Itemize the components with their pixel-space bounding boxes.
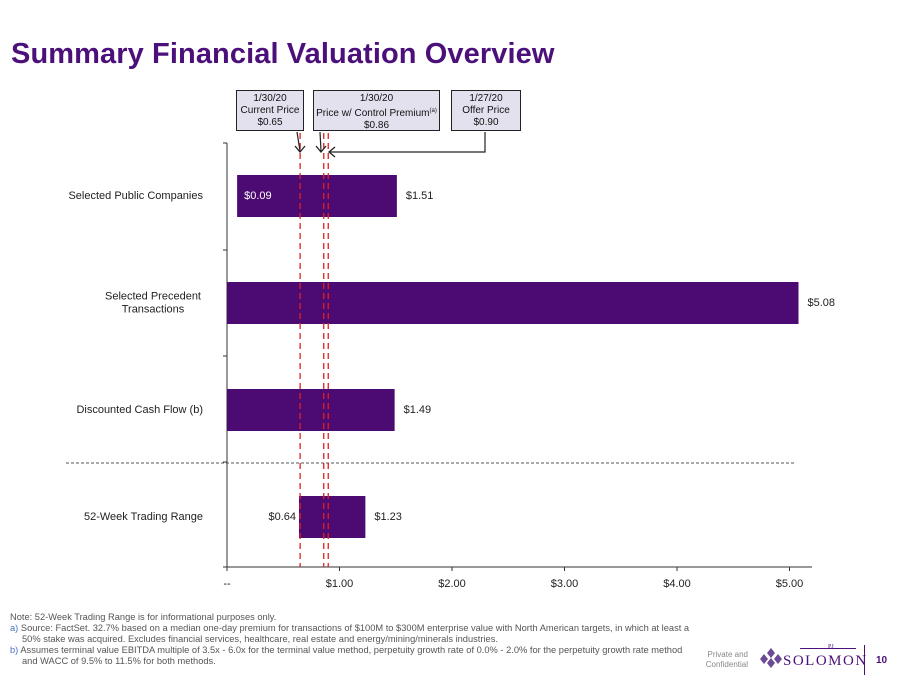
offer-price-arrow — [329, 132, 486, 153]
callout-offer-price: 1/27/20 Offer Price $0.90 — [451, 90, 521, 131]
category-label: Transactions — [122, 303, 185, 315]
bar-low-label: $0.09 — [244, 190, 272, 202]
logo-mark-icon — [760, 648, 782, 668]
control-premium-arrowhead — [315, 145, 327, 154]
callout-label: Price w/ Control Premium(a) — [316, 108, 437, 119]
bar-high-label: $1.23 — [374, 511, 402, 523]
category-label: 52-Week Trading Range — [84, 511, 203, 523]
footnote-a: a) Source: FactSet. 32.7% based on a med… — [10, 623, 700, 645]
offer-price-arrowhead — [327, 146, 336, 158]
range-bar — [237, 175, 397, 217]
callout-label: Offer Price — [462, 105, 510, 116]
footnote-b: b) Assumes terminal value EBITDA multipl… — [10, 645, 700, 667]
range-bar — [299, 496, 366, 538]
footnote-b-text: Assumes terminal value EBITDA multiple o… — [20, 645, 683, 666]
range-bar — [227, 282, 799, 324]
callout-label: Current Price — [240, 105, 300, 116]
callout-date: 1/30/20 — [359, 93, 394, 104]
category-label: Discounted Cash Flow (b) — [76, 404, 203, 416]
footer-divider — [864, 645, 865, 675]
range-bar — [227, 389, 395, 431]
x-tick-label: $5.00 — [776, 578, 804, 590]
callout-price: $0.90 — [473, 117, 499, 128]
callout-price: $0.65 — [257, 117, 283, 128]
confidentiality-label: Private and Confidential — [705, 650, 748, 669]
footnote-a-mark: a) — [10, 623, 19, 633]
bar-low-label: $0.64 — [268, 511, 296, 523]
callout-control-premium: 1/30/20 Price w/ Control Premium(a) $0.8… — [313, 90, 440, 131]
callout-price: $0.86 — [363, 120, 390, 131]
note-line: Note: 52-Week Trading Range is for infor… — [10, 612, 277, 622]
footnote-b-mark: b) — [10, 645, 19, 655]
x-tick-label: $2.00 — [438, 578, 466, 590]
footnotes: Note: 52-Week Trading Range is for infor… — [10, 612, 700, 667]
bar-high-label: $5.08 — [808, 297, 836, 309]
callout-current-price: 1/30/20 Current Price $0.65 — [236, 90, 304, 131]
logo-wordmark: SOLOMON — [783, 653, 868, 669]
logo-pj: PJ — [828, 644, 834, 650]
callout-date: 1/30/20 — [253, 93, 287, 104]
current-price-arrow — [296, 131, 301, 152]
logo-rule — [800, 648, 856, 649]
bar-high-label: $1.51 — [406, 190, 434, 202]
footnote-mark: (a) — [429, 108, 437, 114]
bar-high-label: $1.49 — [404, 404, 432, 416]
callout-date: 1/27/20 — [469, 93, 503, 104]
x-tick-label: $1.00 — [326, 578, 354, 590]
x-tick-label: $3.00 — [551, 578, 579, 590]
valuation-chart: -- $1.00 $2.00 $3.00 $4.00 $5.00 Selected Publ… — [66, 131, 836, 590]
category-label: Selected Public Companies — [68, 190, 203, 202]
x-tick-label: -- — [223, 578, 231, 590]
control-premium-arrow — [319, 131, 322, 152]
category-label: Selected Precedent — [105, 290, 201, 302]
footnote-a-text: Source: FactSet. 32.7% based on a median… — [20, 623, 690, 644]
page-number: 10 — [876, 655, 888, 666]
page-title: Summary Financial Valuation Overview — [11, 38, 555, 70]
current-price-arrowhead — [294, 145, 306, 154]
x-tick-label: $4.00 — [663, 578, 691, 590]
